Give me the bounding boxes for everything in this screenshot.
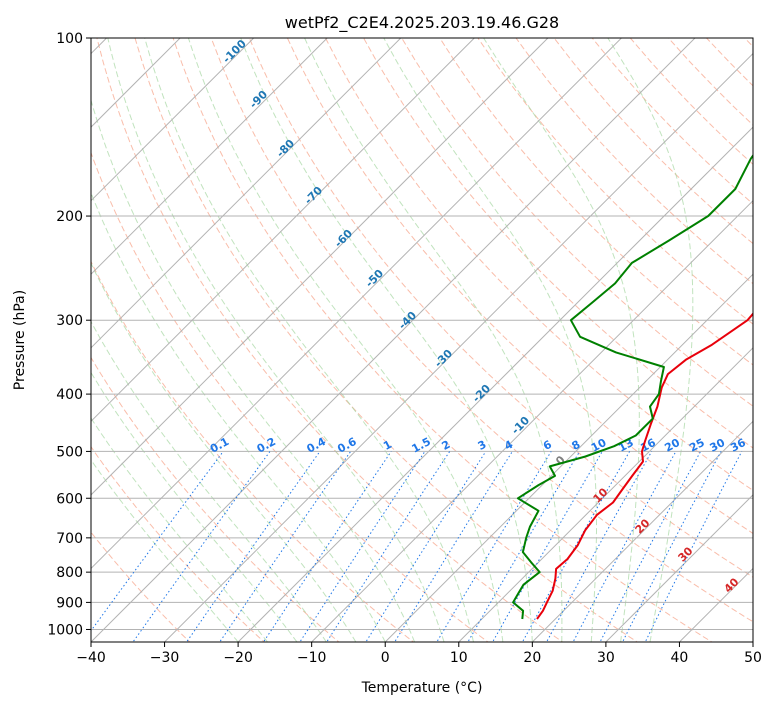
mixing-ratio-label: 25 bbox=[687, 436, 707, 455]
plot-frame bbox=[90, 37, 754, 643]
mixing-ratio-label: 13 bbox=[616, 436, 636, 455]
isotherm bbox=[531, 420, 753, 642]
mixing-ratio-line bbox=[572, 451, 677, 642]
mixing-ratio-line bbox=[262, 451, 392, 642]
x-tick-label: 20 bbox=[523, 650, 541, 666]
y-tick-label: 500 bbox=[56, 444, 83, 460]
y-tick-label: 400 bbox=[56, 387, 83, 403]
mixing-ratio-line bbox=[219, 451, 352, 642]
moist-adiabat bbox=[107, 38, 445, 642]
moist-adiabat bbox=[383, 38, 597, 642]
mixing-ratio-line bbox=[365, 451, 487, 642]
isotherm bbox=[237, 126, 753, 642]
isotherm bbox=[91, 38, 696, 642]
isotherm bbox=[91, 38, 402, 349]
dry-adiabat bbox=[91, 445, 265, 642]
mixing-ratio-line bbox=[186, 451, 321, 642]
mixing-ratio-line bbox=[132, 451, 271, 642]
isotherm bbox=[91, 38, 255, 202]
mixing-ratio-line bbox=[91, 451, 224, 632]
temperature-profile-line bbox=[536, 312, 753, 620]
x-tick-label: −10 bbox=[297, 650, 327, 666]
moist-adiabat bbox=[91, 417, 268, 642]
dry-adiabat bbox=[401, 38, 753, 407]
x-tick-label: 0 bbox=[381, 650, 390, 666]
isotherm bbox=[311, 199, 753, 642]
isotherm bbox=[384, 273, 753, 642]
mixing-ratio-line bbox=[599, 451, 702, 642]
isotherm bbox=[164, 52, 753, 642]
x-tick-label: −30 bbox=[150, 650, 180, 666]
mixing-ratio-label: 30 bbox=[708, 436, 728, 455]
y-tick-label: 200 bbox=[56, 209, 83, 225]
dry-adiabat bbox=[96, 38, 564, 642]
y-tick-label: 1000 bbox=[47, 622, 83, 638]
dry-adiabat bbox=[210, 38, 753, 623]
x-tick-label: −20 bbox=[223, 650, 253, 666]
isotherm bbox=[91, 38, 475, 423]
moist-adiabat bbox=[483, 38, 640, 642]
moist-adiabat bbox=[607, 38, 694, 642]
y-tick-label: 100 bbox=[56, 31, 83, 47]
x-tick-label: 30 bbox=[597, 650, 615, 666]
mixing-ratio-line bbox=[299, 451, 426, 642]
moist-adiabat bbox=[91, 262, 357, 642]
isotherm bbox=[91, 38, 622, 570]
moist-adiabat bbox=[91, 458, 239, 642]
chart-title: wetPf2_C2E4.2025.203.19.46.G28 bbox=[285, 13, 559, 33]
mixing-ratio-line bbox=[467, 451, 581, 642]
y-tick-label: 900 bbox=[56, 595, 83, 611]
dry-adiabat bbox=[248, 38, 753, 578]
moist-adiabat bbox=[91, 191, 386, 642]
x-tick-label: 10 bbox=[450, 650, 468, 666]
y-tick-label: 700 bbox=[56, 531, 83, 547]
moist-adiabat bbox=[240, 38, 533, 642]
mixing-ratio-line bbox=[326, 451, 451, 642]
x-tick-label: −40 bbox=[76, 650, 106, 666]
isotherm bbox=[605, 494, 753, 642]
moist-adiabat bbox=[304, 38, 563, 642]
mixing-ratio-label: 20 bbox=[662, 436, 682, 455]
x-tick-label: 40 bbox=[671, 650, 689, 666]
y-axis-label: Pressure (hPa) bbox=[12, 290, 28, 390]
moist-adiabat bbox=[144, 38, 474, 642]
moist-adiabat bbox=[91, 371, 298, 642]
y-tick-label: 300 bbox=[56, 313, 83, 329]
mixing-ratio-line bbox=[394, 451, 513, 642]
isotherm bbox=[458, 347, 753, 642]
isotherm bbox=[91, 38, 549, 496]
y-tick-label: 600 bbox=[56, 491, 83, 507]
x-tick-label: 50 bbox=[744, 650, 762, 666]
y-tick-label: 800 bbox=[56, 565, 83, 581]
mixing-ratio-line bbox=[622, 451, 722, 642]
mixing-ratio-label: 36 bbox=[728, 436, 748, 455]
x-axis-label: Temperature (°C) bbox=[361, 680, 483, 696]
dry-adiabat bbox=[477, 38, 753, 325]
dewpoint-profile-line bbox=[512, 153, 753, 620]
dry-adiabat bbox=[363, 38, 753, 449]
isotherm bbox=[91, 38, 328, 275]
